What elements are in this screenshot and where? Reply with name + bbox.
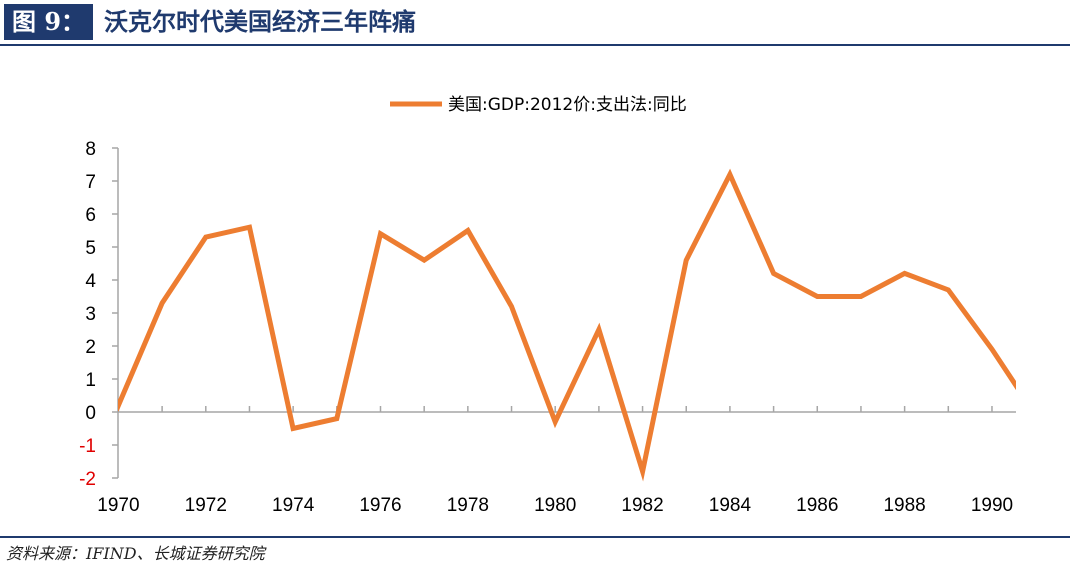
y-tick-label: 0 [85, 403, 96, 424]
figure-title: 沃克尔时代美国经济三年阵痛 [104, 7, 416, 36]
series-layer [118, 168, 1016, 482]
x-tick-label: 1974 [272, 495, 315, 516]
x-tick-label: 1972 [185, 495, 227, 516]
y-tick-label: 6 [85, 205, 96, 226]
y-tick-label: 1 [85, 370, 96, 391]
x-tick-label: 1980 [534, 495, 576, 516]
y-tick-label: 8 [85, 139, 96, 160]
chart-legend: 美国:GDP:2012价:支出法:同比 [390, 95, 687, 115]
y-tick-label: 4 [85, 271, 96, 292]
figure-header: 图 9： 沃克尔时代美国经济三年阵痛 [0, 0, 1070, 46]
y-tick-label: 7 [85, 172, 96, 193]
header-rule [0, 44, 1070, 46]
footer-rule [0, 536, 1070, 538]
x-tick-label: 1976 [359, 495, 401, 516]
series-line-0 [118, 168, 1016, 482]
x-tick-label: 1988 [883, 495, 925, 516]
source-note: 资料来源：IFIND、长城证券研究院 [6, 544, 265, 563]
y-tick-label: -1 [79, 436, 96, 457]
x-tick-label: 1984 [709, 495, 752, 516]
y-tick-label: 5 [85, 238, 96, 259]
y-tick-label: -2 [79, 469, 96, 490]
figure-label: 图 9： [4, 4, 94, 40]
y-tick-label: 2 [85, 337, 96, 358]
x-tick-label: 1982 [621, 495, 663, 516]
x-tick-label: 1986 [796, 495, 838, 516]
x-tick-label: 1990 [971, 495, 1013, 516]
legend-label: 美国:GDP:2012价:支出法:同比 [448, 95, 687, 115]
y-tick-label: 3 [85, 304, 96, 325]
x-tick-label: 1978 [447, 495, 489, 516]
x-tick-label: 1970 [97, 495, 139, 516]
